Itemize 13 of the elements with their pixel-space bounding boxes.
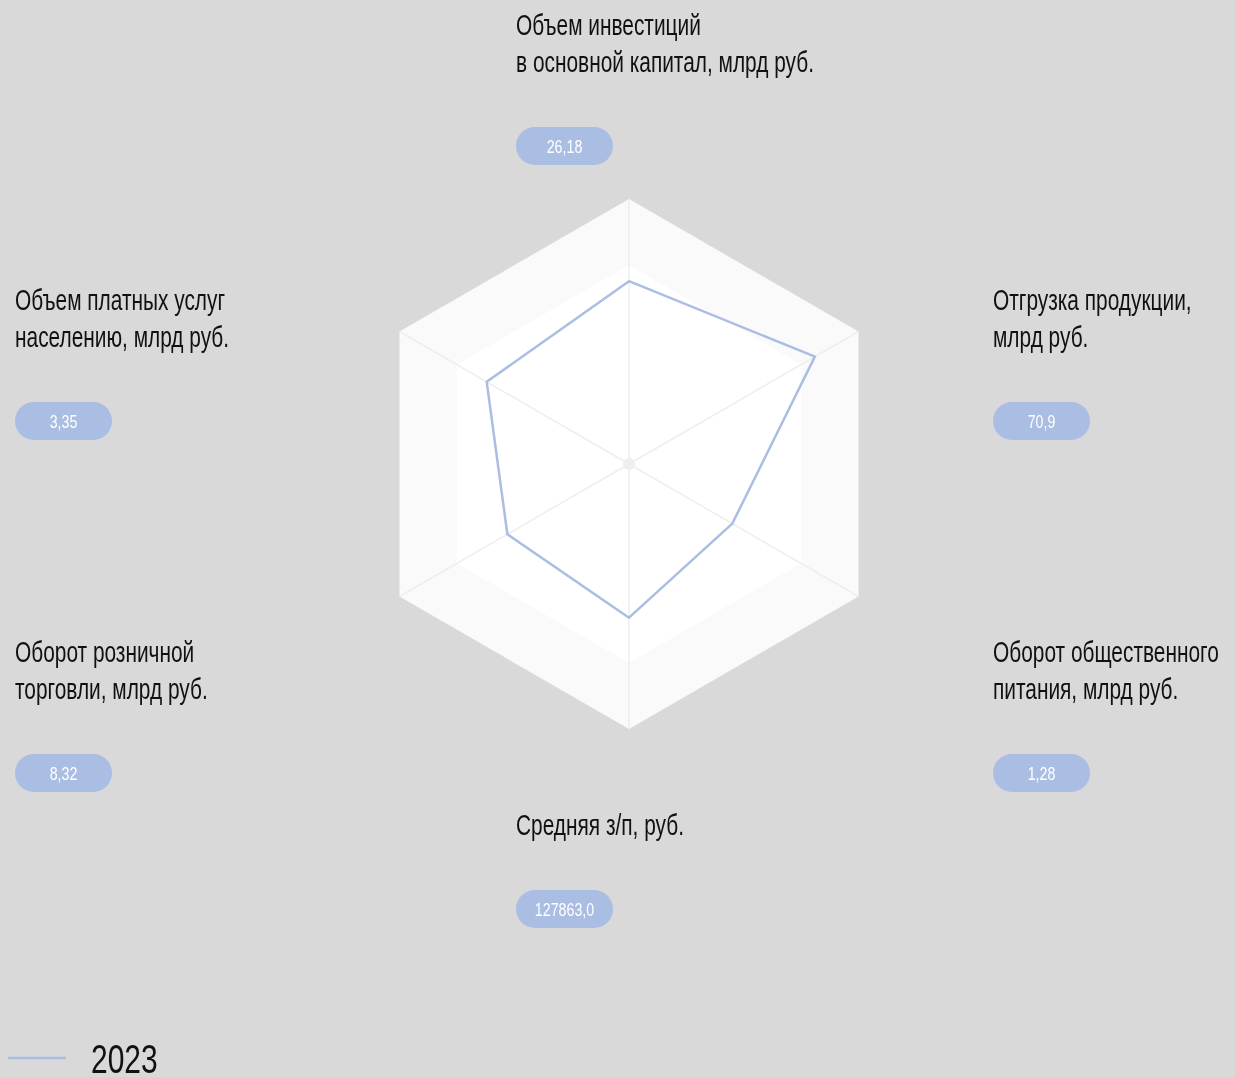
text: 3,35 [49,411,78,433]
text: 8,32 [49,763,78,785]
legend-label: 2023 [91,1036,158,1077]
spoke-label: Объем платных услуг населению, млрд руб. [15,283,230,353]
spoke-label: Оборот розничной торговли, млрд руб. [15,635,208,705]
spoke-label: Отгрузка продукции, млрд руб. [993,283,1192,353]
spoke-label: Объем инвестиций в основной капитал, млрд руб. [516,8,814,78]
text: 1,28 [1027,763,1056,785]
spoke-label: Оборот общественного питания, млрд руб. [993,635,1219,705]
spoke-label: Средняя з/п, руб. [516,808,684,841]
text: 70,9 [1027,411,1056,433]
text: 127863,0 [534,899,595,921]
text: 26,18 [546,136,583,158]
